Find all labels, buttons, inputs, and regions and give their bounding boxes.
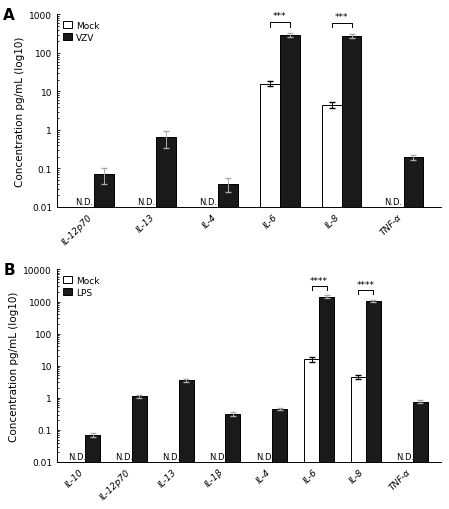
Text: N.D.: N.D.: [255, 452, 274, 461]
Text: N.D.: N.D.: [199, 197, 217, 206]
Y-axis label: Concentration pg/mL (log10): Concentration pg/mL (log10): [9, 291, 19, 441]
Text: ***: ***: [273, 12, 286, 21]
Text: ****: ****: [357, 280, 375, 289]
Bar: [272, 409, 287, 509]
Bar: [225, 414, 240, 509]
Bar: [351, 377, 366, 509]
Text: N.D.: N.D.: [385, 197, 403, 206]
Bar: [218, 184, 238, 509]
Text: N.D.: N.D.: [75, 197, 93, 206]
Legend: Mock, LPS: Mock, LPS: [62, 274, 101, 299]
Text: N.D.: N.D.: [69, 452, 87, 461]
Bar: [404, 158, 423, 509]
Y-axis label: Concentration pg/mL (log10): Concentration pg/mL (log10): [15, 37, 25, 186]
Text: B: B: [3, 262, 15, 277]
Text: A: A: [3, 8, 15, 23]
Bar: [280, 36, 299, 509]
Bar: [366, 301, 381, 509]
Text: N.D.: N.D.: [209, 452, 227, 461]
Text: N.D.: N.D.: [162, 452, 180, 461]
Text: N.D.: N.D.: [396, 452, 414, 461]
Bar: [413, 402, 427, 509]
Text: ***: ***: [335, 13, 348, 22]
Bar: [304, 359, 319, 509]
Bar: [179, 381, 194, 509]
Bar: [94, 175, 114, 509]
Bar: [156, 138, 176, 509]
Text: N.D.: N.D.: [115, 452, 133, 461]
Legend: Mock, VZV: Mock, VZV: [62, 20, 101, 44]
Bar: [85, 435, 100, 509]
Bar: [260, 84, 280, 509]
Text: ****: ****: [310, 276, 328, 285]
Bar: [322, 105, 342, 509]
Bar: [132, 397, 147, 509]
Text: N.D.: N.D.: [137, 197, 155, 206]
Bar: [342, 37, 361, 509]
Bar: [319, 297, 334, 509]
